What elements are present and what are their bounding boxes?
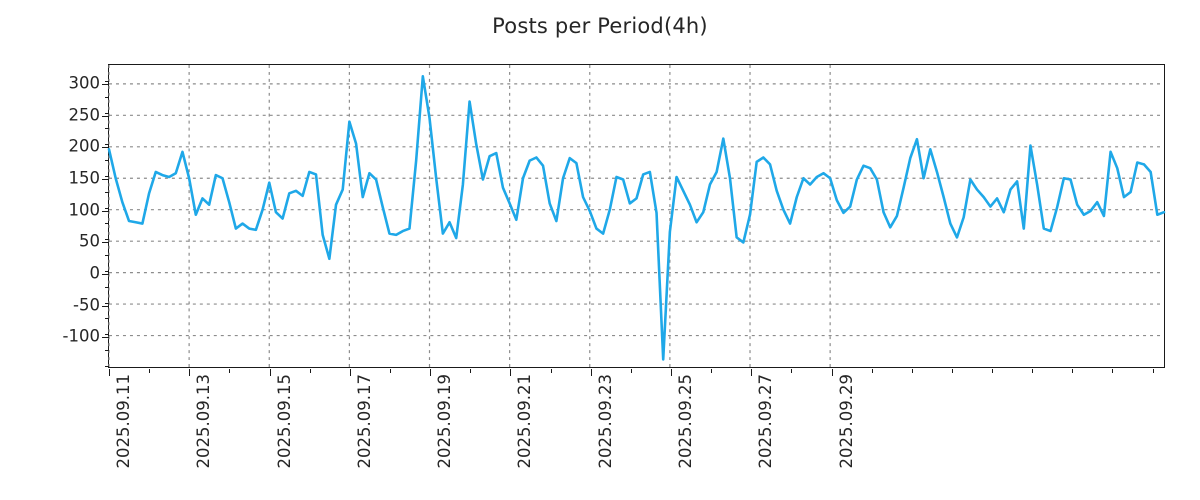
x-tick-mark — [349, 369, 351, 376]
y-tick-mark-minor — [105, 223, 109, 225]
y-tick-mark — [102, 210, 109, 212]
x-tick-mark-minor — [149, 369, 151, 373]
y-tick-mark — [102, 147, 109, 149]
x-tick-mark-minor — [389, 369, 391, 373]
x-tick-label: 2025.09.29 — [836, 374, 856, 469]
y-tick-mark-minor — [105, 207, 109, 209]
x-tick-mark-minor — [470, 369, 472, 373]
x-tick-mark-minor — [550, 369, 552, 373]
x-tick-mark — [510, 369, 512, 376]
x-tick-mark-minor — [871, 369, 873, 373]
y-tick-mark-minor — [105, 160, 109, 161]
x-tick-mark-minor — [1032, 369, 1034, 373]
y-tick-mark-minor — [105, 112, 109, 114]
y-tick-mark-minor — [105, 175, 109, 177]
x-tick-mark — [831, 369, 833, 376]
x-tick-mark-minor — [229, 369, 231, 373]
x-tick-label: 2025.09.23 — [595, 374, 615, 469]
y-tick-label: 50 — [79, 231, 100, 251]
y-tick-mark — [102, 84, 109, 85]
x-tick-label: 2025.09.25 — [675, 374, 695, 469]
x-tick-label: 2025.09.19 — [435, 374, 455, 469]
x-tick-label: 2025.09.11 — [114, 374, 133, 469]
y-tick-mark — [102, 305, 109, 307]
y-tick-mark-minor — [105, 96, 109, 98]
y-tick-label: 150 — [68, 168, 101, 188]
x-tick-label: 2025.09.15 — [274, 374, 294, 469]
x-tick-mark-minor — [911, 369, 913, 373]
y-tick-mark — [102, 274, 109, 275]
y-tick-label: 200 — [68, 136, 101, 156]
y-tick-mark-minor — [105, 80, 109, 82]
x-tick-mark-minor — [992, 369, 994, 373]
y-tick-mark-minor — [105, 302, 109, 304]
x-tick-mark-minor — [1152, 369, 1154, 373]
series-line-posts-per-period — [107, 75, 1166, 361]
y-tick-mark — [102, 337, 109, 339]
plot-area — [102, 64, 1166, 376]
x-tick-label: 2025.09.13 — [194, 374, 214, 469]
x-tick-mark-minor — [309, 369, 311, 373]
data-line — [107, 75, 1166, 361]
y-tick-mark-minor — [105, 270, 109, 272]
x-tick-mark — [430, 369, 432, 376]
y-tick-mark-minor — [105, 144, 109, 146]
y-tick-mark-minor — [105, 334, 109, 336]
y-tick-mark — [102, 179, 109, 180]
x-tick-mark — [189, 369, 191, 376]
y-tick-mark-minor — [105, 128, 109, 130]
x-tick-label: 2025.09.27 — [756, 374, 776, 469]
y-tick-mark-minor — [105, 365, 109, 367]
x-tick-mark-minor — [711, 369, 713, 373]
y-tick-label: -100 — [62, 326, 100, 346]
y-tick-mark — [102, 115, 109, 117]
y-tick-mark-minor — [105, 350, 109, 351]
y-tick-mark-minor — [105, 239, 109, 241]
y-tick-label: 0 — [89, 263, 101, 283]
y-tick-mark-minor — [105, 191, 109, 193]
x-tick-label: 2025.09.21 — [515, 374, 535, 469]
y-tick-mark-minor — [105, 255, 109, 256]
gridlines — [108, 65, 1164, 367]
x-tick-mark-minor — [951, 369, 953, 373]
y-tick-label: 300 — [68, 73, 101, 93]
y-tick-mark-minor — [105, 318, 109, 320]
x-tick-mark-minor — [630, 369, 632, 373]
x-tick-label: 2025.09.17 — [354, 374, 374, 469]
x-tick-mark — [269, 369, 271, 376]
y-tick-label: 250 — [68, 105, 101, 125]
x-tick-mark — [109, 369, 110, 376]
x-tick-mark — [590, 369, 592, 376]
x-tick-mark — [670, 369, 672, 376]
chart-title: Posts per Period(4h) — [492, 14, 708, 38]
x-tick-mark-minor — [791, 369, 793, 373]
y-tick-label: 100 — [68, 200, 101, 220]
y-tick-mark-minor — [105, 286, 109, 288]
y-tick-mark — [102, 242, 109, 244]
x-tick-mark-minor — [1112, 369, 1114, 373]
y-tick-label: -50 — [73, 295, 100, 315]
x-tick-mark — [751, 369, 753, 376]
x-tick-mark-minor — [1072, 369, 1074, 373]
